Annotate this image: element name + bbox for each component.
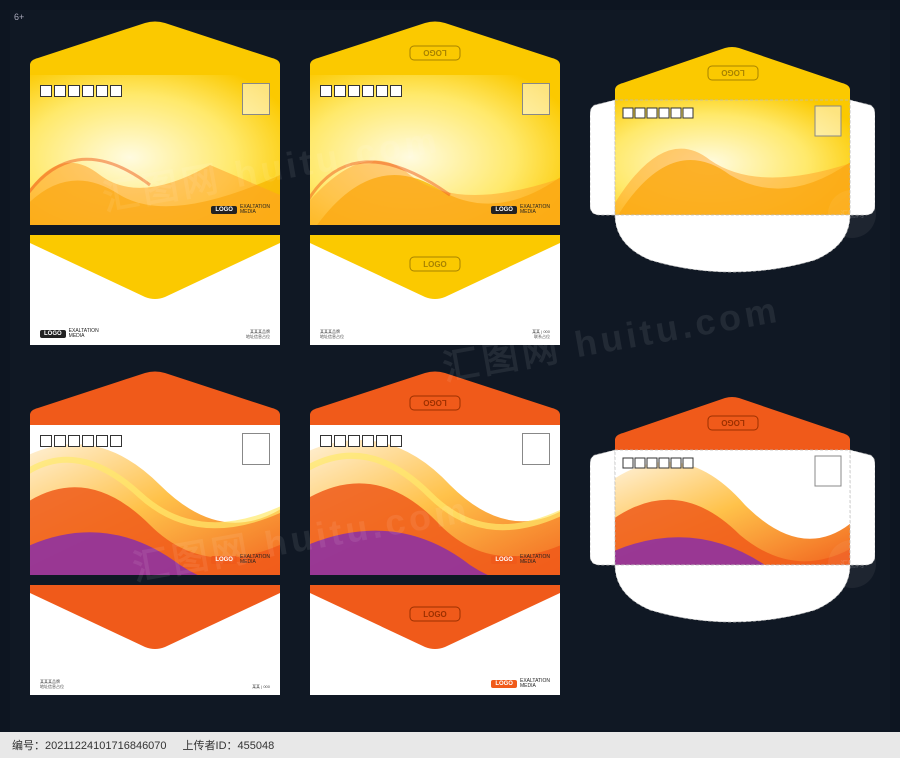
envelope-yellow-dieline: LOGO bbox=[590, 20, 875, 290]
design-canvas: 6+ bbox=[10, 10, 890, 730]
id-value: 2021122410171684607​0 bbox=[45, 740, 167, 752]
metadata-bar: 编号：2021122410171684607​0 上传者ID：455048 bbox=[0, 732, 900, 758]
envelope-orange-front-2: LOGO LOGO EXALTATIONMEDIA bbox=[310, 425, 560, 575]
envelope-yellow-back-2: LOGO 某某某品牌地址信息占位 某某 | 000联系占位 bbox=[310, 235, 560, 345]
envelope-yellow-back-1: LOGO EXALTATIONMEDIA 某某某品牌地址信息占位 bbox=[30, 235, 280, 345]
watermark-logo-icon: 汇图网 bbox=[828, 190, 876, 238]
logo-pill: LOGO bbox=[211, 206, 237, 214]
envelope-orange-front-1: LOGO EXALTATIONMEDIA bbox=[30, 425, 280, 575]
page-marker: 6+ bbox=[14, 12, 24, 22]
uploader-label: 上传者ID： bbox=[183, 740, 238, 752]
envelope-yellow-front-2: LOGO LOGO EXALTATIONMEDIA bbox=[310, 75, 560, 225]
svg-text:LOGO: LOGO bbox=[423, 48, 447, 57]
svg-text:LOGO: LOGO bbox=[423, 610, 447, 619]
envelope-orange-back-2: LOGO LOGO EXALTATIONMEDIA bbox=[310, 585, 560, 695]
postal-code-boxes bbox=[40, 85, 122, 97]
envelope-orange-dieline: LOGO bbox=[590, 370, 875, 640]
uploader-field: 上传者ID：455048 bbox=[183, 737, 275, 753]
envelope-orange-back-1: 某某某品牌地址信息占位 某某 | 000 bbox=[30, 585, 280, 695]
svg-text:LOGO: LOGO bbox=[423, 260, 447, 269]
stamp-area bbox=[242, 83, 270, 115]
svg-text:LOGO: LOGO bbox=[721, 68, 745, 77]
svg-text:LOGO: LOGO bbox=[423, 398, 447, 407]
uploader-value: 455048 bbox=[238, 740, 275, 752]
logo-block: LOGO EXALTATIONMEDIA bbox=[211, 205, 270, 215]
id-label: 编号： bbox=[12, 740, 45, 752]
id-field: 编号：2021122410171684607​0 bbox=[12, 737, 167, 753]
envelope-yellow-front-1: LOGO EXALTATIONMEDIA bbox=[30, 75, 280, 225]
svg-text:LOGO: LOGO bbox=[721, 418, 745, 427]
